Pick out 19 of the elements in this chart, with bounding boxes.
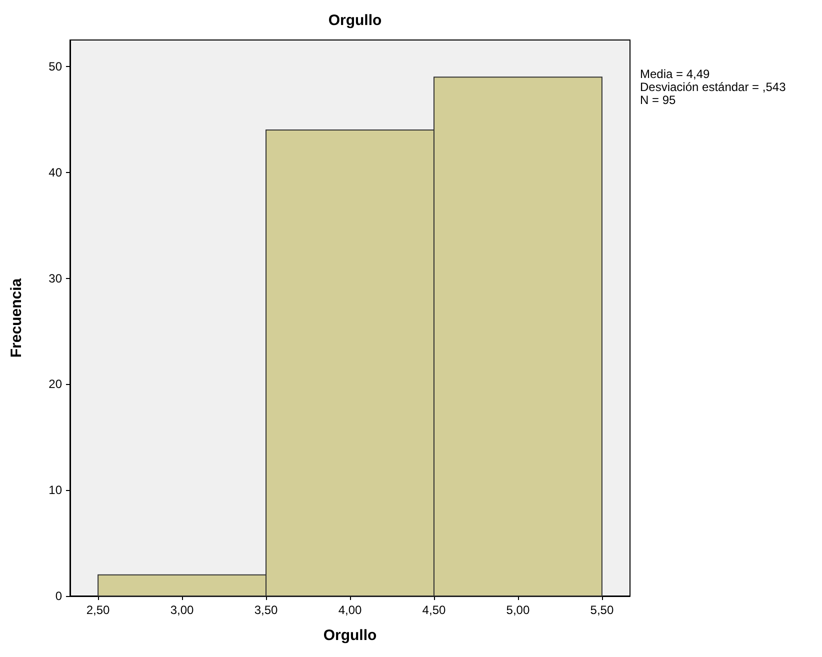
y-tick-label: 40 bbox=[48, 165, 62, 180]
chart-title: Orgullo bbox=[328, 12, 382, 29]
x-axis-title: Orgullo bbox=[323, 627, 377, 644]
y-tick-label: 30 bbox=[48, 271, 62, 286]
y-tick-label: 50 bbox=[48, 59, 62, 74]
y-tick-label: 10 bbox=[48, 483, 62, 498]
x-tick-label: 5,50 bbox=[590, 603, 614, 617]
y-tick-label: 0 bbox=[55, 589, 62, 603]
x-tick-label: 3,00 bbox=[170, 603, 194, 617]
text: N = 95 bbox=[640, 93, 676, 107]
x-tick-label: 3,50 bbox=[254, 603, 278, 617]
x-tick-label: 5,00 bbox=[506, 603, 530, 617]
x-tick-label: 4,50 bbox=[422, 603, 446, 617]
text: Desviación estándar = ,543 bbox=[640, 80, 786, 94]
x-tick-label: 2,50 bbox=[86, 603, 110, 617]
x-tick-label: 4,00 bbox=[338, 603, 362, 617]
y-axis-title: Frecuencia bbox=[8, 278, 25, 358]
text: Media = 4,49 bbox=[640, 67, 710, 81]
y-tick-label: 20 bbox=[48, 377, 62, 392]
